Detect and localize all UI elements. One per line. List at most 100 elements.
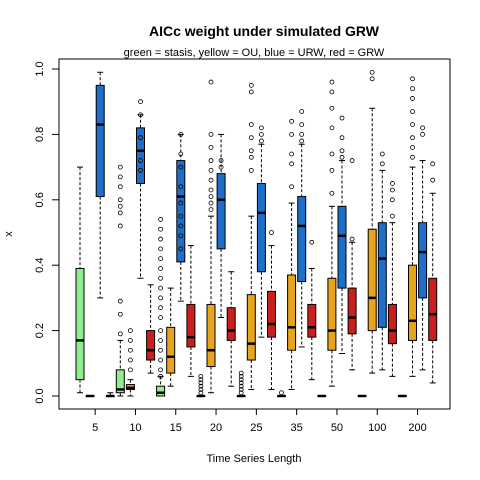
box-35-s3 — [307, 239, 317, 381]
box-body — [146, 330, 156, 361]
outlier-point — [379, 151, 385, 157]
outlier-point — [208, 194, 214, 199]
outlier-point — [420, 125, 426, 131]
outlier-point — [430, 177, 436, 183]
y-tick-label: 0.2 — [34, 323, 46, 338]
outlier-point — [178, 164, 184, 170]
outlier-point — [379, 161, 385, 167]
outlier-point — [178, 233, 184, 239]
box-body — [307, 303, 317, 338]
outlier-point — [138, 167, 143, 173]
outlier-point — [158, 217, 164, 222]
outlier-point — [117, 174, 123, 180]
box-15-s0 — [156, 217, 166, 397]
outlier-point — [410, 135, 415, 141]
outlier-point — [178, 223, 184, 229]
x-tick-label: 15 — [170, 422, 182, 434]
box-body — [206, 303, 216, 368]
outlier-point — [158, 315, 164, 320]
box-body — [327, 277, 337, 351]
outlier-point — [158, 266, 164, 271]
box-50-s0 — [317, 394, 327, 398]
outlier-point — [158, 295, 164, 301]
box-200-s3 — [428, 161, 438, 384]
outlier-point — [339, 154, 345, 160]
box-body — [186, 303, 196, 348]
outlier-point — [208, 177, 214, 183]
outlier-point — [138, 135, 143, 141]
outlier-point — [389, 181, 395, 186]
outlier-point — [127, 367, 133, 373]
box-15-s1 — [166, 287, 176, 387]
outlier-point — [158, 236, 164, 242]
outlier-point — [369, 69, 375, 75]
outlier-point — [238, 383, 244, 389]
outlier-point — [158, 347, 164, 353]
box-10-s0 — [115, 164, 125, 397]
outlier-point — [208, 200, 214, 206]
x-tick-label: 20 — [210, 422, 222, 434]
outlier-point — [198, 373, 204, 379]
box-200-s2 — [418, 125, 428, 371]
x-tick-label: 100 — [368, 422, 386, 434]
y-tick-label: 0.6 — [34, 192, 46, 207]
outlier-point — [279, 390, 284, 396]
outlier-point — [178, 131, 184, 137]
outlier-point — [138, 112, 143, 118]
box-body — [428, 277, 438, 341]
outlier-point — [289, 118, 295, 124]
outlier-point — [248, 148, 254, 154]
outlier-point — [289, 151, 295, 157]
chart-subtitle: green = stasis, yellow = OU, blue = URW,… — [124, 47, 385, 59]
outlier-point — [158, 373, 164, 379]
box-body — [75, 267, 85, 381]
box-200-s0 — [397, 394, 407, 398]
outlier-point — [127, 347, 133, 353]
outlier-point — [158, 226, 164, 232]
outlier-point — [117, 203, 123, 209]
x-tick-label: 35 — [291, 422, 303, 434]
box-35-s2 — [297, 109, 307, 348]
y-tick-label: 1.0 — [34, 61, 46, 76]
outlier-point — [198, 387, 204, 392]
x-axis-label: Time Series Length — [207, 453, 302, 465]
outlier-point — [430, 161, 436, 167]
outlier-point — [339, 148, 345, 154]
outlier-point — [178, 213, 184, 219]
x-axis: 5 10 15 20 25 35 50 100 200 — [92, 408, 427, 434]
outlier-point — [248, 135, 254, 141]
box-body — [226, 307, 236, 341]
box-25-s2 — [256, 125, 266, 338]
outlier-point — [329, 167, 335, 173]
outlier-point — [299, 131, 305, 137]
outlier-point — [329, 79, 335, 85]
outlier-point — [117, 164, 123, 170]
outlier-point — [410, 154, 415, 160]
y-tick-label: 0.4 — [34, 258, 46, 273]
x-tick-label: 10 — [129, 422, 141, 434]
box-100-s2 — [377, 151, 387, 371]
box-25-s0 — [236, 370, 246, 398]
outlier-point — [117, 331, 123, 337]
outlier-point — [238, 377, 244, 383]
box-body — [377, 222, 387, 328]
outlier-point — [410, 86, 415, 92]
outlier-point — [258, 131, 264, 137]
box-50-s3 — [347, 158, 357, 371]
outlier-point — [178, 200, 184, 206]
box-100-s1 — [367, 69, 377, 374]
outlier-point — [178, 246, 184, 252]
y-tick-label: 0.8 — [34, 127, 46, 142]
box-body — [387, 303, 397, 345]
outlier-point — [117, 210, 123, 216]
box-body — [156, 385, 166, 397]
outlier-point — [329, 190, 335, 196]
outlier-point — [138, 99, 143, 105]
box-body — [166, 326, 176, 374]
outlier-point — [238, 373, 244, 379]
outlier-point — [117, 298, 123, 304]
x-tick-label: 5 — [92, 422, 98, 434]
outlier-point — [158, 256, 164, 262]
outlier-point — [158, 328, 164, 334]
outlier-point — [117, 184, 123, 190]
